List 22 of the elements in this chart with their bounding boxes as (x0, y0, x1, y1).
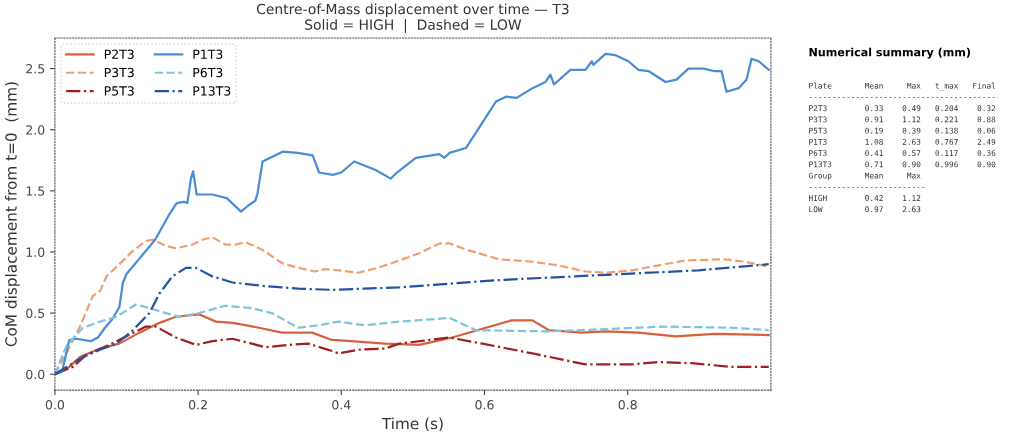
x-axis-title: Time (s) (381, 417, 443, 432)
y-tick-label: 1.5 (26, 186, 45, 196)
x-tick-label: 0.8 (618, 400, 637, 410)
chart-title: Centre-of-Mass displacement over time — T3 Solid = HIGH | Dashed = LOW (256, 3, 569, 33)
y-tick-label: 1.0 (26, 247, 45, 257)
y-axis-title: CoM displacement from t=0 (mm) (4, 82, 20, 347)
x-tick-label: 0.0 (45, 400, 65, 410)
legend-label: P1T3 (193, 49, 223, 59)
x-tick-label: 0.6 (475, 400, 494, 410)
legend-label: P5T3 (104, 86, 134, 96)
x-tick-label: 0.2 (189, 400, 207, 410)
legend-label: P13T3 (193, 86, 231, 96)
line-series (54, 263, 770, 376)
y-tick-label: 0.5 (26, 308, 45, 319)
legend-label: P2T3 (104, 49, 134, 59)
x-tick-label: 0.4 (332, 400, 351, 410)
y-tick-label: 0.0 (26, 369, 45, 380)
legend-label: P3T3 (104, 67, 134, 78)
y-tick-label: 2.0 (26, 125, 45, 135)
legend-label: P6T3 (193, 67, 223, 78)
text: Numerical summary (mm) (809, 47, 971, 59)
y-tick-label: 2.5 (26, 64, 45, 74)
